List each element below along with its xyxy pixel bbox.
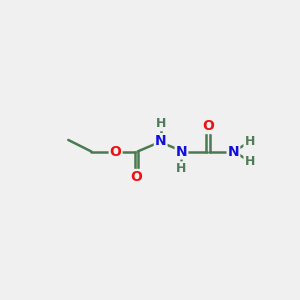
- Text: N: N: [228, 145, 239, 158]
- Text: O: O: [130, 170, 142, 184]
- Text: H: H: [176, 162, 187, 175]
- Text: O: O: [110, 145, 122, 158]
- Text: H: H: [155, 117, 166, 130]
- Text: H: H: [244, 135, 255, 148]
- Text: O: O: [202, 119, 214, 133]
- Text: H: H: [244, 155, 255, 168]
- Text: N: N: [176, 145, 187, 158]
- Text: N: N: [155, 134, 167, 148]
